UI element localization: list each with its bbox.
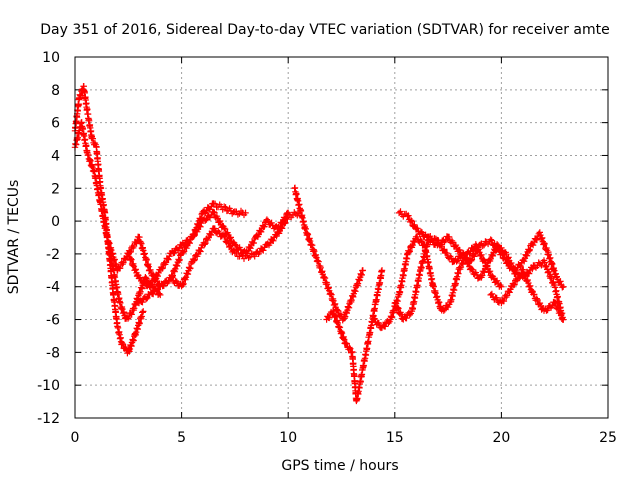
data-point-markers (125, 208, 292, 290)
data-point-markers (370, 233, 505, 332)
y-tick-label: 4 (51, 148, 60, 164)
x-tick-label: 10 (279, 430, 297, 446)
y-tick-label: 6 (51, 116, 60, 132)
series-track-6 (291, 184, 367, 324)
series-track-7 (323, 267, 386, 405)
y-tick-label: -4 (46, 280, 60, 296)
x-tick-label: 0 (71, 430, 80, 446)
y-tick-label: 10 (42, 50, 60, 66)
plot-frame (74, 56, 609, 419)
x-tick-label: 25 (599, 430, 617, 446)
x-axis-title: GPS time / hours (281, 458, 398, 474)
y-tick-label: -2 (46, 247, 60, 263)
chart-title: Day 351 of 2016, Sidereal Day-to-day VTE… (40, 22, 610, 38)
y-tick-label: -8 (46, 345, 60, 361)
y-tick-label: -6 (46, 313, 60, 329)
series-track-11 (487, 266, 567, 323)
y-tick-label: 2 (51, 181, 60, 197)
y-tick-label: 0 (51, 214, 60, 230)
x-tick-label: 5 (177, 430, 186, 446)
x-tick-label: 15 (386, 430, 404, 446)
series-track-5 (125, 208, 292, 290)
grid (75, 57, 608, 418)
series-track-2 (71, 119, 164, 322)
y-tick-label: 8 (51, 83, 60, 99)
data-point-markers (71, 119, 164, 322)
data-point-markers (487, 266, 567, 323)
y-axis-title: SDTVAR / TECUs (6, 180, 22, 295)
data-point-markers (291, 184, 367, 324)
data-point-markers (323, 267, 386, 405)
y-tick-label: -12 (37, 411, 60, 427)
x-tick-label: 20 (492, 430, 510, 446)
series-track-8 (370, 233, 505, 332)
data-points (71, 83, 567, 405)
y-tick-label: -10 (37, 378, 60, 394)
